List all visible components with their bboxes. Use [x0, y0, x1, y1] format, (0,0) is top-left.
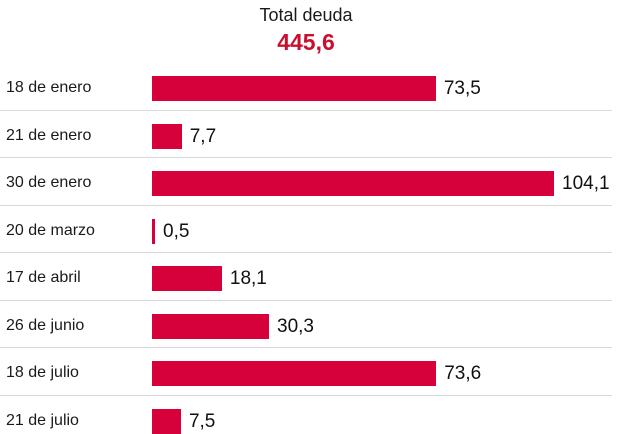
bar — [152, 408, 181, 434]
data-label: 30,3 — [277, 315, 314, 337]
category-label: 20 de marzo — [6, 221, 95, 239]
row-divider — [0, 347, 612, 348]
bar — [152, 313, 269, 339]
data-label: 7,7 — [189, 125, 217, 147]
data-label: 18,1 — [229, 268, 267, 289]
category-label: 21 de enero — [6, 126, 92, 144]
category-label: 18 de julio — [6, 364, 79, 381]
bar — [152, 123, 182, 149]
total-value: 445,6 — [277, 29, 335, 55]
row-divider — [0, 109, 612, 111]
category-label: 17 de abril — [6, 269, 81, 286]
bar — [152, 361, 437, 386]
bar — [152, 266, 222, 291]
data-label: 73,6 — [444, 363, 482, 384]
category-label: 26 de junio — [6, 316, 85, 334]
row-divider — [0, 204, 612, 206]
row-divider — [0, 394, 612, 396]
category-label: 21 de julio — [6, 411, 79, 429]
row-divider — [0, 299, 612, 301]
data-label: 0,5 — [163, 220, 190, 242]
data-label: 7,5 — [188, 410, 216, 432]
row-divider — [0, 157, 612, 158]
chart-title: Total deuda — [259, 5, 353, 25]
row-divider — [0, 252, 612, 253]
category-label: 18 de enero — [6, 79, 92, 96]
category-label: 30 de enero — [6, 174, 92, 191]
bar — [152, 218, 155, 244]
bar — [152, 76, 436, 101]
data-label: 73,5 — [443, 78, 481, 99]
bar — [152, 171, 554, 196]
data-label: 104,1 — [562, 173, 610, 194]
